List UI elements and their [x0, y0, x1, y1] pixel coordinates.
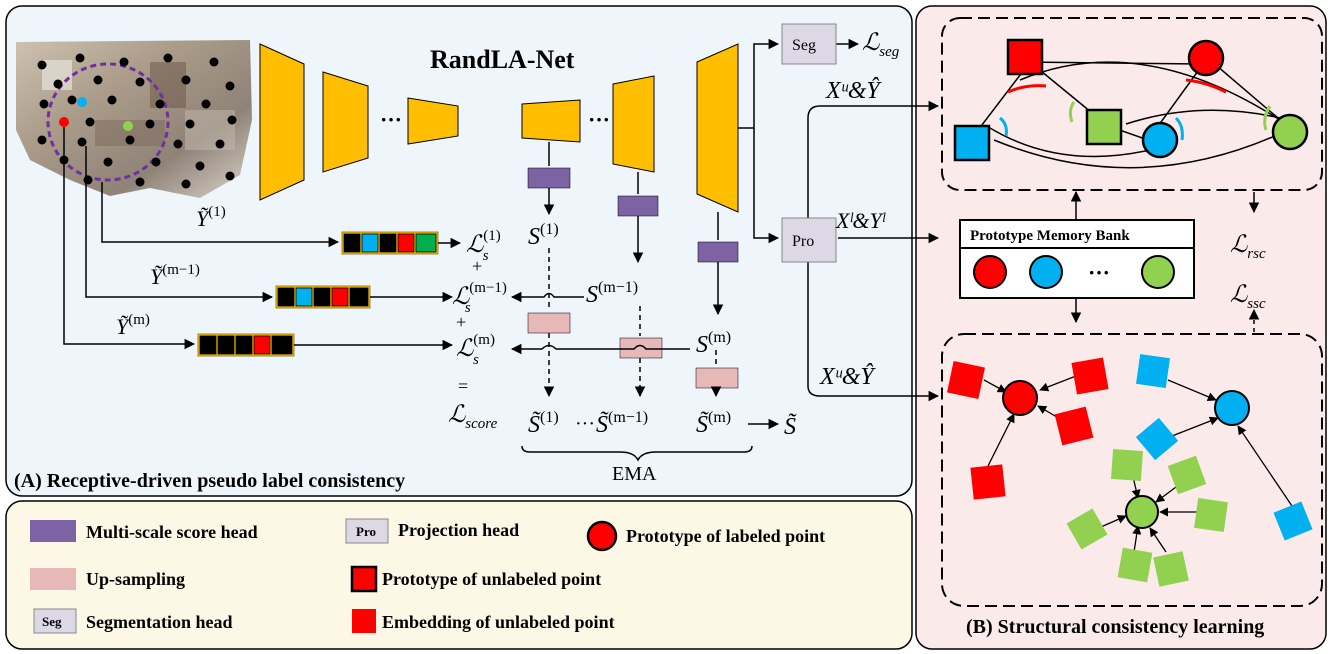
- seg-head-box: [781, 23, 837, 65]
- legend: Multi-scale score head Up-sampling Seg S…: [30, 518, 825, 634]
- seg-head-label: Seg: [792, 37, 816, 54]
- score-head-2: [617, 195, 659, 217]
- equals-sign: =: [458, 376, 468, 396]
- legend-labeled-prototype-label: Prototype of labeled point: [626, 526, 825, 546]
- legend-upsample-symbol: [30, 568, 76, 590]
- legend-unlabeled-prototype-symbol: [350, 565, 378, 593]
- encoder-layer-2: [322, 71, 369, 173]
- xu-yhat-bottom-label: Xᵘ&Ŷ: [819, 364, 876, 390]
- point-cloud-scene: [16, 40, 252, 198]
- decoder-ellipsis: ···: [588, 107, 610, 132]
- panel-b-background: [915, 5, 1327, 650]
- memory-bank-title: Prototype Memory Bank: [970, 228, 1130, 244]
- legend-seg-symbol: [33, 608, 77, 634]
- plus-2: +: [456, 312, 466, 332]
- unlabeled-prototype-red: [1006, 38, 1044, 76]
- upsampling-blocks: [527, 312, 739, 389]
- loss-score-label: ℒscore: [448, 402, 498, 432]
- panel-a-caption: (A) Receptive-driven pseudo label consis…: [14, 470, 405, 492]
- loss-s1-label: ℒ(1) s: [466, 228, 501, 264]
- network-title: RandLA-Net: [430, 45, 575, 74]
- labeled-prototype-red: [1187, 39, 1225, 77]
- pro-head-box: [781, 217, 837, 263]
- upsample-3: [695, 367, 739, 389]
- relational-graph-box: [941, 17, 1323, 191]
- upsample-2: [619, 337, 663, 359]
- unlabeled-prototype-blue: [953, 124, 991, 162]
- memory-ellipsis: ···: [1088, 260, 1110, 285]
- legend-pro-symbol: [345, 518, 389, 544]
- sm-label: S(m): [696, 329, 731, 358]
- labeled-prototype-green: [1271, 113, 1309, 151]
- legend-embedding-symbol: [352, 609, 376, 633]
- s-tilde-m1-label: S̃(m−1): [596, 409, 648, 438]
- s-tilde-ellipsis: ···: [575, 413, 595, 435]
- score-heads: [527, 167, 739, 263]
- s1-label: S(1): [528, 221, 559, 250]
- label-strip-m: [197, 333, 295, 357]
- decoder-layer-3: [696, 43, 739, 213]
- loss-sm1-label: ℒ(m−1) s: [452, 280, 507, 316]
- decoder-layer-2: [612, 75, 655, 173]
- encoder-ellipsis: ···: [380, 107, 402, 132]
- randla-net-backbone: [259, 43, 739, 213]
- loss-ssc-label: ℒssc: [1230, 282, 1266, 312]
- legend-seg-box-text: Seg: [42, 614, 62, 629]
- sm1-label: S(m−1): [586, 279, 638, 308]
- legend-unlabeled-prototype-label: Prototype of unlabeled point: [382, 569, 601, 589]
- xl-yl-label: Xˡ&Yˡ: [835, 208, 886, 233]
- legend-pro-box-text: Pro: [356, 524, 376, 539]
- loss-seg-label: ℒseg: [862, 30, 900, 60]
- memory-blue-prototype: [1029, 255, 1063, 289]
- ema-label: EMA: [612, 463, 657, 485]
- label-strip-m1: [275, 285, 371, 309]
- label-strip-1: [341, 231, 439, 255]
- panel-b-caption: (B) Structural consistency learning: [966, 616, 1264, 638]
- plus-1: +: [472, 256, 482, 276]
- encoder-layer-3: [407, 97, 459, 145]
- s-tilde-1-label: S̃(1): [528, 409, 559, 438]
- score-head-1: [527, 167, 571, 189]
- labeled-prototype-blue: [1141, 121, 1179, 159]
- loss-sm-label: ℒ(m) s: [456, 332, 495, 368]
- legend-embedding-label: Embedding of unlabeled point: [382, 612, 615, 632]
- legend-score-head-symbol: [30, 520, 76, 542]
- legend-pro-label: Projection head: [398, 520, 519, 540]
- legend-labeled-prototype-symbol: [586, 520, 618, 552]
- ema-brace: [521, 445, 753, 462]
- memory-green-prototype: [1141, 255, 1175, 289]
- decoder-layer-1: [521, 99, 581, 143]
- legend-background: [5, 500, 913, 650]
- s-tilde-label: S̃: [784, 413, 797, 440]
- encoder-layer-1: [259, 43, 305, 201]
- structural-cluster-box: [941, 333, 1323, 607]
- structural-clusters: [947, 354, 1313, 587]
- memory-red-prototype: [973, 255, 1007, 289]
- y-tilde-1-label: Ỹ(1): [196, 204, 226, 231]
- legend-seg-label: Segmentation head: [86, 612, 233, 632]
- pro-head-label: Pro: [792, 233, 814, 250]
- loss-rsc-label: ℒrsc: [1230, 232, 1266, 262]
- unlabeled-prototype-green: [1085, 108, 1123, 146]
- upsample-1: [527, 312, 571, 334]
- s-tilde-m-label: S̃(m): [696, 409, 731, 438]
- relational-graph: [953, 38, 1309, 169]
- y-tilde-m1-label: Ỹ(m−1): [150, 262, 200, 289]
- score-head-3: [697, 241, 739, 263]
- legend-upsample-label: Up-sampling: [86, 569, 185, 589]
- y-tilde-m-label: Ỹ(m): [116, 312, 150, 339]
- legend-score-head-label: Multi-scale score head: [86, 522, 258, 542]
- xu-yhat-top-label: Xᵘ&Ŷ: [825, 78, 882, 104]
